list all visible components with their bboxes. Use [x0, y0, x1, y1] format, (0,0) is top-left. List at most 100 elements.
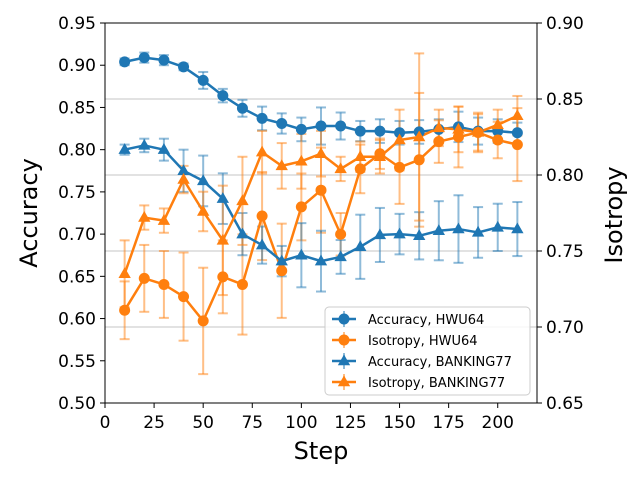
- y2-tick-label: 0.75: [546, 242, 584, 262]
- legend-entry-2-marker: [338, 334, 350, 346]
- series-isotropy-banking77-point: [413, 130, 426, 142]
- x-tick-label: 50: [192, 413, 214, 433]
- series-isotropy-banking77-point: [511, 109, 524, 120]
- series-isotropy-hwu64-point: [217, 271, 229, 283]
- series-accuracy-hwu64-point: [335, 120, 347, 132]
- y2-tick-label: 0.80: [546, 166, 584, 186]
- series-accuracy-hwu64-point: [236, 102, 248, 114]
- series-isotropy-hwu64-point: [315, 184, 327, 196]
- series-accuracy-banking77-point: [275, 254, 288, 266]
- series-isotropy-hwu64-point: [256, 210, 268, 222]
- legend-entry-4-label: Isotropy, BANKING77: [368, 376, 505, 391]
- series-isotropy-banking77-point: [118, 267, 131, 279]
- series-isotropy-banking77-point: [275, 159, 288, 171]
- series-isotropy-hwu64-point: [158, 278, 170, 290]
- series-isotropy-hwu64-point: [433, 136, 445, 148]
- series-isotropy-banking77-point: [138, 211, 151, 222]
- series-isotropy-hwu64-point: [413, 154, 425, 166]
- series-accuracy-banking77-point: [373, 228, 387, 240]
- series-accuracy-hwu64-point: [138, 52, 150, 64]
- x-tick-label: 75: [241, 413, 263, 433]
- plot-frame: [104, 22, 538, 404]
- series-isotropy-hwu64-point: [276, 265, 288, 277]
- x-tick-label: 0: [100, 413, 111, 433]
- series-isotropy-hwu64-point: [197, 315, 209, 327]
- series-isotropy-banking77-point: [471, 125, 485, 137]
- y-tick-label: 0.60: [58, 310, 96, 330]
- y2-tick-label: 0.65: [546, 394, 584, 414]
- y-tick-label: 0.50: [58, 394, 96, 414]
- series-isotropy-banking77-point: [452, 122, 465, 134]
- series-accuracy-banking77-point: [197, 174, 210, 186]
- series-accuracy-hwu64-point: [178, 61, 190, 73]
- x-tick-label: 125: [334, 413, 366, 433]
- series-accuracy-banking77-point: [413, 229, 426, 241]
- series-isotropy-hwu64-point: [138, 272, 150, 284]
- series-accuracy-hwu64-point: [119, 56, 131, 68]
- series-accuracy-hwu64-point: [256, 112, 268, 124]
- series-isotropy-hwu64-point: [178, 291, 190, 303]
- y2-axis-label: Isotropy: [600, 166, 628, 263]
- series-isotropy-banking77-point: [216, 233, 229, 245]
- series-accuracy-banking77-point: [354, 240, 367, 252]
- series-isotropy-banking77-point: [491, 118, 504, 130]
- series-isotropy-hwu64-point: [335, 228, 347, 240]
- series-accuracy-banking77-point: [295, 248, 308, 260]
- series-accuracy-banking77-point: [393, 227, 406, 239]
- y-axis-ticks: 0.50 0.55 0.60 0.65 0.70 0.75 0.80 0.85 0.90 0.95: [58, 14, 105, 414]
- y-axis-label: Accuracy: [15, 158, 43, 268]
- series-isotropy-banking77-point: [197, 204, 210, 216]
- series-isotropy-banking77-point: [334, 162, 347, 174]
- x-axis-ticks: 0 25 50 75 100 125 150 175 200: [100, 403, 514, 433]
- series-accuracy-hwu64-point: [394, 127, 406, 139]
- series-accuracy-hwu64-point: [354, 125, 366, 137]
- x-tick-label: 175: [432, 413, 464, 433]
- y-tick-label: 0.85: [58, 98, 96, 118]
- series-isotropy-hwu64-point: [354, 163, 366, 175]
- series-accuracy-banking77-point: [177, 164, 190, 176]
- series-isotropy-hwu64-point: [452, 131, 464, 143]
- y-tick-label: 0.55: [58, 352, 96, 372]
- series-accuracy-hwu64-point: [197, 74, 209, 86]
- series-isotropy-banking77-point: [432, 121, 445, 133]
- x-tick-label: 200: [482, 413, 514, 433]
- y2-tick-label: 0.85: [546, 90, 584, 110]
- series-markers: [118, 52, 524, 327]
- series-accuracy-banking77-point: [511, 222, 524, 234]
- series-accuracy-banking77-point: [314, 254, 328, 266]
- legend-entry-2-label: Isotropy, HWU64: [368, 334, 478, 349]
- series-isotropy-banking77-point: [295, 154, 308, 166]
- y-tick-label: 0.80: [58, 141, 96, 161]
- series-accuracy-hwu64-point: [295, 123, 307, 135]
- series-accuracy-banking77-point: [138, 138, 151, 150]
- series-accuracy-hwu64-point: [276, 117, 288, 129]
- series-accuracy-banking77-point: [334, 250, 347, 262]
- series-accuracy-banking77-point: [471, 225, 485, 237]
- series-accuracy-hwu64-point: [511, 127, 523, 139]
- series-accuracy-banking77-point: [452, 222, 465, 234]
- legend-entry-4-marker: [337, 375, 351, 387]
- y-tick-label: 0.75: [58, 183, 96, 203]
- series-isotropy-hwu64-point: [492, 134, 504, 146]
- series-isotropy-hwu64-point: [394, 161, 406, 173]
- x-tick-label: 150: [383, 413, 415, 433]
- legend-box: [324, 306, 531, 396]
- series-isotropy-hwu64-point: [511, 139, 523, 151]
- series-isotropy-banking77-point: [314, 147, 328, 158]
- series-accuracy-banking77-point: [255, 238, 269, 250]
- series-isotropy-banking77-point: [177, 173, 190, 184]
- series-accuracy-banking77-point: [216, 192, 229, 203]
- y2-tick-label: 0.70: [546, 318, 584, 338]
- legend-entry-3-marker: [337, 354, 351, 366]
- legend: Accuracy, HWU64 Isotropy, HWU64 Accuracy, …: [324, 306, 531, 396]
- x-tick-label: 25: [143, 413, 165, 433]
- series-accuracy-hwu64-point: [158, 54, 170, 66]
- series-isotropy-hwu64-point: [119, 304, 131, 316]
- legend-entry-1-label: Accuracy, HWU64: [368, 313, 484, 328]
- series-isotropy-banking77-point: [157, 214, 171, 225]
- series-isotropy-hwu64-point: [236, 278, 248, 290]
- series-isotropy-banking77-point: [255, 145, 269, 157]
- series-accuracy-banking77-point: [432, 224, 445, 235]
- y2-axis-ticks: 0.65 0.70 0.75 0.80 0.85 0.90: [537, 14, 584, 414]
- legend-entry-3-label: Accuracy, BANKING77: [368, 355, 512, 370]
